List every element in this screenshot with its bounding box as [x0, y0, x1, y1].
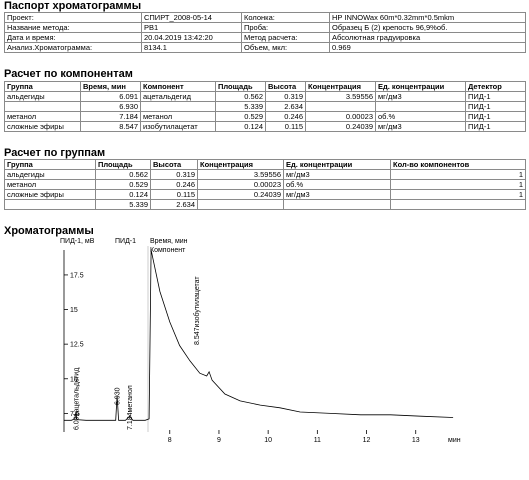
peak-name: изобутилацетат: [193, 276, 201, 328]
peak-label: 6.091ацетальдегид: [73, 368, 80, 430]
y-axis-label: ПИД-1, мВ: [60, 238, 95, 245]
cell: [390, 199, 526, 210]
components-title: Расчет по компонентам: [4, 68, 133, 80]
x-tick-label: 12: [363, 437, 371, 444]
x-tick-label: 8: [168, 437, 172, 444]
x-tick-label: 11: [314, 437, 321, 444]
y-tick-label: 7.5: [70, 411, 80, 418]
signal-line: [64, 249, 454, 421]
y-tick-label: 17.5: [70, 272, 84, 279]
x-unit: мин: [448, 437, 461, 444]
cell: ПИД-1: [465, 121, 526, 132]
row: 5.339 2.634: [4, 199, 526, 210]
row: сложные эфиры 8.547 изобутилацетат 0.124 0.1…: [4, 121, 526, 132]
peak-time: 6.091: [73, 412, 80, 430]
x-tick-label: 10: [264, 437, 272, 444]
peak-label: 8.547изобутилацетат: [193, 276, 201, 345]
component-label: Компонент: [150, 247, 186, 254]
peak-label: 6.930: [115, 387, 122, 405]
time-label: Время, мин: [150, 238, 188, 245]
y-tick-label: 15: [70, 307, 78, 314]
row: Анализ.Хроматограмма: 8134.1 Объем, мкл: 0.…: [4, 42, 526, 53]
x-tick-label: 9: [217, 437, 221, 444]
groups-table: Группа Площадь Высота Концентрация Ед. конце…: [4, 159, 526, 210]
peak-time: 8.547: [194, 327, 201, 345]
detector-label: ПИД-1: [115, 238, 136, 245]
peak-name: ацетальдегид: [73, 368, 80, 413]
components-table: Группа Время, мин Компонент Площадь Высота Ко…: [4, 81, 526, 132]
plot-area: [64, 249, 454, 421]
y-tick-label: 12.5: [70, 342, 84, 349]
peak-label: 7.184метанол: [127, 385, 134, 430]
passport-table: Проект: СПИРТ_2008-05-14 Колонка: HP INNOWa…: [4, 12, 526, 53]
peak-time: 6.930: [115, 387, 122, 405]
header-row: Группа Время, мин Компонент Площадь Высота Ко…: [4, 81, 526, 92]
groups-title: Расчет по группам: [4, 147, 106, 159]
x-tick-label: 13: [412, 437, 420, 444]
y-tick-label: 10: [70, 376, 78, 383]
passport-title: Паспорт хроматограммы: [4, 0, 142, 12]
peak-time: 7.184: [127, 412, 134, 430]
chromatogram-title: Хроматограммы: [4, 225, 94, 237]
peak-name: метанол: [127, 385, 134, 412]
cell: 0.969: [329, 42, 526, 53]
